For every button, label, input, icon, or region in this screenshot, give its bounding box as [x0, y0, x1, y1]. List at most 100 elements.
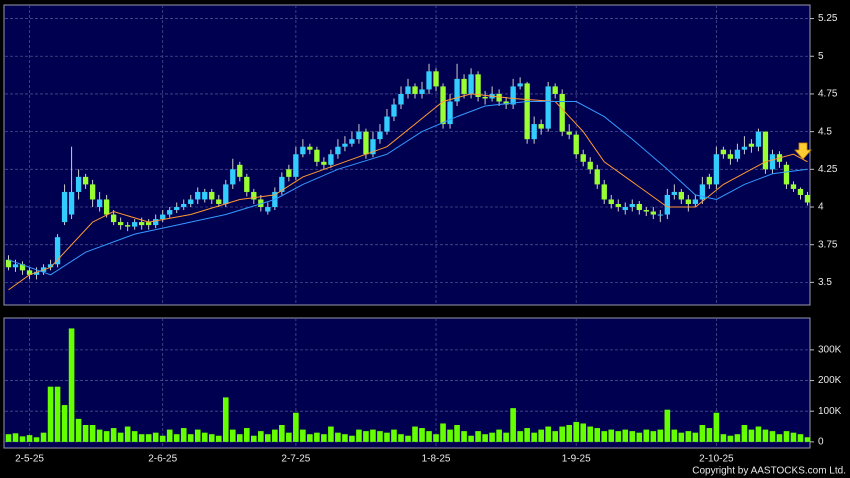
volume-bar [440, 423, 446, 442]
volume-bar [769, 431, 776, 442]
volume-bar [82, 425, 89, 442]
candle-body [699, 184, 706, 200]
candle-body [692, 199, 699, 204]
volume-bar [110, 428, 117, 442]
candle-body [349, 139, 355, 144]
candle-body [783, 164, 790, 185]
volume-bar [103, 431, 110, 442]
candle-body [363, 131, 369, 155]
volume-bar [503, 432, 509, 442]
candle-body [335, 146, 341, 155]
volume-bar [552, 431, 558, 442]
candle-body [230, 169, 236, 185]
candle-body [391, 104, 397, 117]
volume-bar [489, 432, 495, 442]
candle-body [131, 222, 138, 227]
candle-body [47, 264, 54, 268]
candle-body [797, 188, 804, 195]
candle-body [524, 83, 530, 140]
volume-bar [194, 429, 201, 442]
candle-body [377, 131, 383, 140]
candle-body [110, 214, 117, 223]
volume-bar [482, 434, 488, 442]
volume-bar [727, 435, 734, 442]
volume-bar [251, 435, 257, 442]
volume-bar [545, 426, 551, 442]
candle-body [615, 203, 621, 208]
y-tick-label: 4.5 [818, 126, 832, 137]
volume-bar [356, 429, 362, 442]
candle-body [286, 169, 292, 177]
volume-bar [671, 429, 678, 442]
candle-body [482, 96, 488, 99]
y-tick-label: 4.25 [818, 164, 838, 175]
candle-body [608, 199, 614, 204]
x-tick-label: 2-5-25 [15, 454, 44, 465]
candle-body [139, 222, 145, 226]
volume-bar [650, 431, 657, 442]
marks: 3.5 3.75 4 4.25 4.5 4.75 5 5.25 0 100K 200K 300K 2-5… [5, 5, 842, 465]
candle-body [195, 191, 201, 200]
candle-body [258, 199, 264, 208]
candle-body [209, 191, 215, 200]
volume-bar [580, 423, 587, 442]
x-tick-label: 2-6-25 [148, 454, 177, 465]
volume-bar [215, 435, 222, 442]
volume-bar [54, 386, 61, 442]
candle-body [657, 214, 663, 216]
candle-body [650, 211, 656, 215]
volume-bar [587, 426, 594, 442]
volume-bar [797, 434, 804, 442]
volume-bar [398, 434, 404, 442]
moving-average [8, 101, 808, 276]
candle-body [19, 264, 26, 271]
candle-body [454, 78, 460, 102]
candle-body [5, 259, 12, 268]
volume-bar [159, 435, 166, 442]
candle-body [433, 71, 439, 87]
volume-bar [384, 432, 390, 442]
copyright: Copyright by AASTOCKS.com Ltd. [692, 466, 846, 477]
volume-bar [496, 429, 502, 442]
y-tick-label: 3.75 [818, 239, 838, 250]
volume-bar [286, 432, 292, 442]
candle-body [146, 222, 152, 226]
volume-bar [692, 432, 699, 442]
volume-bar [307, 434, 313, 442]
candle-body [671, 191, 677, 195]
candle-body [587, 161, 593, 170]
volume-bar [741, 425, 748, 442]
volume-bar [89, 425, 96, 442]
volume-bar [734, 434, 741, 442]
candle-body [160, 214, 166, 220]
volume-bar [790, 432, 797, 442]
candle-body [307, 146, 313, 150]
candle-body [300, 146, 306, 155]
candle-body [720, 149, 727, 155]
volume-bar [594, 428, 601, 442]
volume-bar [293, 412, 299, 442]
candle-body [251, 191, 257, 200]
volume-bar [412, 426, 418, 442]
volume-bar [222, 397, 229, 442]
volume-bar [776, 434, 783, 442]
volume-bar [47, 386, 54, 442]
volume-bar [96, 429, 103, 442]
candle-body [96, 199, 103, 208]
volume-bar [510, 408, 516, 442]
volume-bar [180, 428, 187, 442]
candle-body [75, 176, 82, 192]
volume-bar [405, 435, 411, 442]
candle-body [629, 203, 635, 208]
candle-body [12, 264, 19, 268]
candle-body [405, 86, 411, 94]
candle-body [468, 74, 474, 94]
candle-body [552, 86, 558, 94]
candle-body [804, 194, 811, 203]
candle-body [124, 225, 131, 227]
candle-body [447, 101, 453, 125]
candle-body [685, 199, 692, 204]
candle-body [678, 191, 685, 200]
volume-bar [636, 432, 643, 442]
candle-body [216, 199, 222, 204]
